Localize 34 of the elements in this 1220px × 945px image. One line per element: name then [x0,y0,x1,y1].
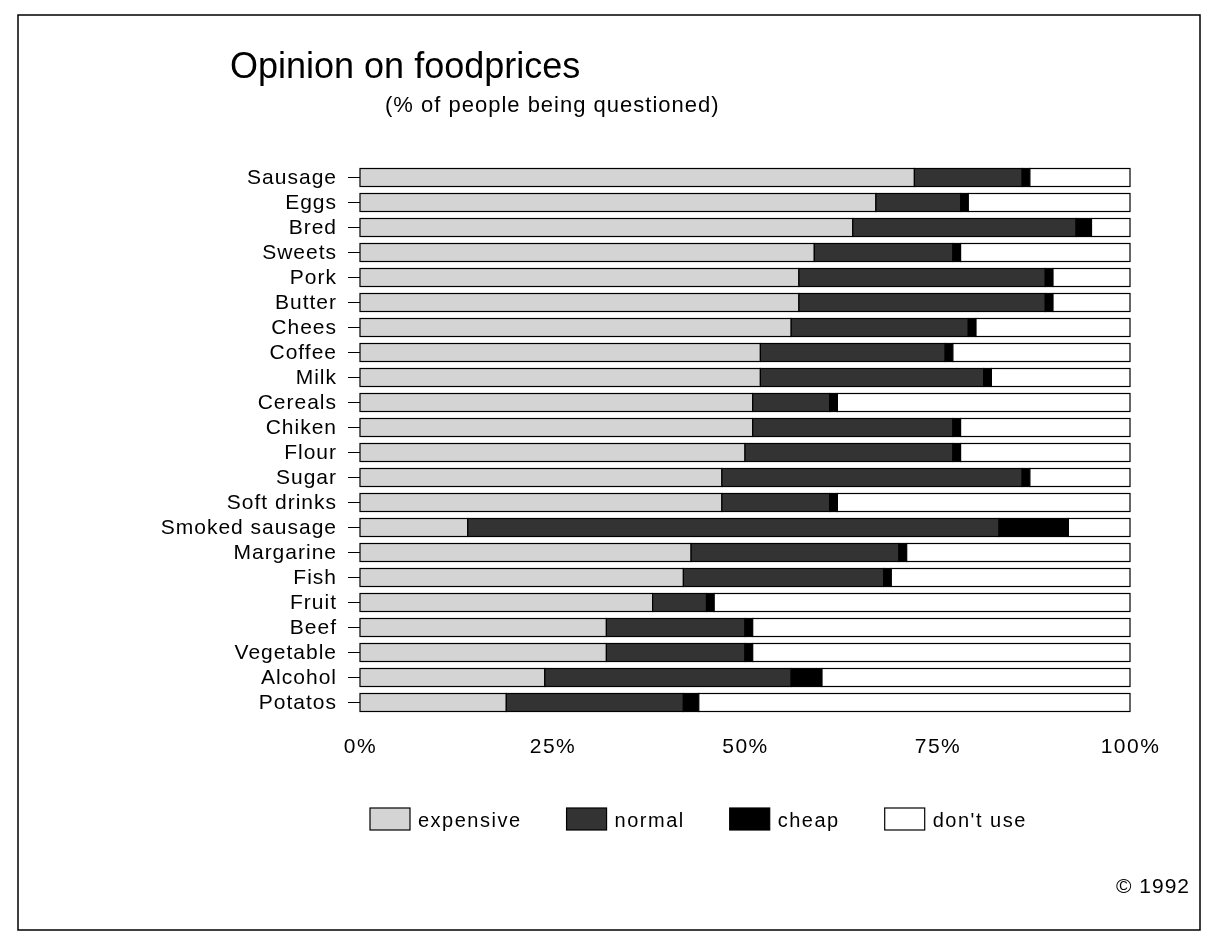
y-tick-label: Sausage [247,165,337,189]
y-tick-label: Chees [271,315,337,339]
x-tick-label: 25% [529,734,577,757]
y-tick-label: Bred [288,215,337,239]
y-tick-label: Flour [284,440,337,464]
legend-label: normal [614,809,685,831]
y-tick-label: Soft drinks [226,490,337,514]
x-tick-label: 75% [914,734,962,757]
chart-subtitle: (% of people being questioned) [385,92,720,117]
y-tick-label: Sweets [262,240,337,264]
y-tick-label: Coffee [269,340,337,364]
y-tick-label: Fish [293,565,337,589]
legend-label: don't use [932,809,1027,831]
y-tick-label: Butter [274,290,337,314]
y-tick-label: Alcohol [261,665,337,689]
x-tick-label: 0% [343,734,378,757]
legend-label: cheap [777,809,840,831]
y-tick-label: Potatos [258,690,337,714]
x-tick-label: 100% [1100,734,1161,757]
y-tick-label: Vegetable [234,640,337,664]
y-tick-label: Eggs [285,190,337,214]
y-tick-label: Margarine [233,540,337,564]
y-tick-label: Fruit [290,590,337,614]
y-tick-label: Milk [295,365,337,389]
legend-label: expensive [418,809,522,831]
y-tick-label: Sugar [275,465,337,489]
chart-title: Opinion on foodprices [230,45,581,86]
text: © 1992 [1115,874,1190,897]
y-tick-label: Chiken [265,415,337,439]
y-tick-label: Pork [289,265,337,289]
y-tick-label: Cereals [257,390,337,414]
y-tick-label: Smoked sausage [160,515,337,539]
y-tick-label: Beef [289,615,337,639]
x-tick-label: 50% [722,734,769,757]
